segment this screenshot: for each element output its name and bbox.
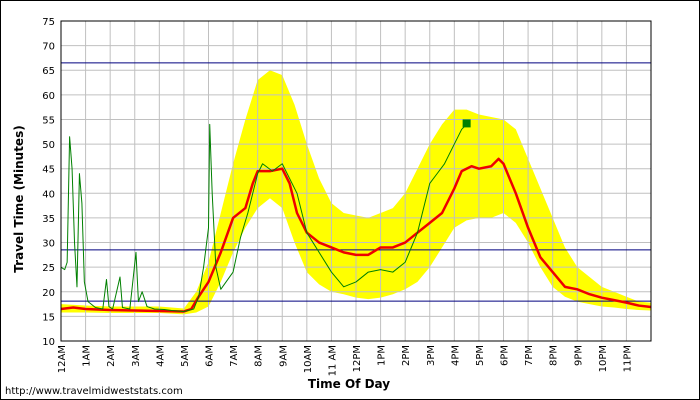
y-tick-label: 65 <box>42 66 55 77</box>
current-time-marker <box>462 119 471 128</box>
y-tick-label: 10 <box>42 337 55 348</box>
y-tick-label: 15 <box>42 312 55 323</box>
x-tick-label: 10AM <box>303 345 314 373</box>
x-tick-label: 1AM <box>82 345 93 367</box>
x-tick-label: 7PM <box>524 345 535 366</box>
y-tick-label: 50 <box>42 140 55 151</box>
x-tick-label: 10PM <box>598 345 609 372</box>
y-axis-title: Travel Time (Minutes) <box>12 125 26 272</box>
average-travel-time-line <box>60 157 652 313</box>
y-tick-label: 40 <box>42 189 55 200</box>
x-tick-label: 2AM <box>106 345 117 367</box>
y-tick-label: 30 <box>42 239 55 250</box>
x-tick-label: 9PM <box>573 345 584 366</box>
current-travel-time-line <box>60 123 467 312</box>
y-tick-label: 25 <box>42 263 55 274</box>
x-tick-label: 12AM <box>57 345 68 373</box>
x-tick-label: 1PM <box>377 345 388 366</box>
x-tick-label: 11 AM <box>327 345 338 376</box>
x-tick-label: 8PM <box>549 345 560 366</box>
y-tick-label: 20 <box>42 288 55 299</box>
x-tick-label: 2PM <box>401 345 412 366</box>
y-tick-label: 45 <box>42 165 55 176</box>
x-tick-label: 11PM <box>622 345 633 372</box>
plot-area-border <box>60 20 652 342</box>
y-tick-label: 70 <box>42 42 55 53</box>
x-axis-title: Time Of Day <box>308 377 390 391</box>
x-tick-label: 4AM <box>155 345 166 367</box>
x-tick-label: 6AM <box>205 345 216 367</box>
x-tick-label: 5PM <box>475 345 486 366</box>
x-tick-label: 3AM <box>131 345 142 367</box>
y-tick-label: 55 <box>42 115 55 126</box>
x-tick-label: 7AM <box>229 345 240 367</box>
x-tick-label: 5AM <box>180 345 191 367</box>
y-tick-label: 60 <box>42 91 55 102</box>
x-tick-label: 6PM <box>500 345 511 366</box>
x-tick-label: 4PM <box>450 345 461 366</box>
y-tick-label: 35 <box>42 214 55 225</box>
x-tick-label: 12PM <box>352 345 363 372</box>
y-tick-label: 75 <box>42 17 55 28</box>
x-tick-label: 8AM <box>254 345 265 367</box>
x-tick-label: 9AM <box>278 345 289 367</box>
source-credit: http://www.travelmidweststats.com <box>5 386 183 397</box>
x-tick-label: 3PM <box>426 345 437 366</box>
